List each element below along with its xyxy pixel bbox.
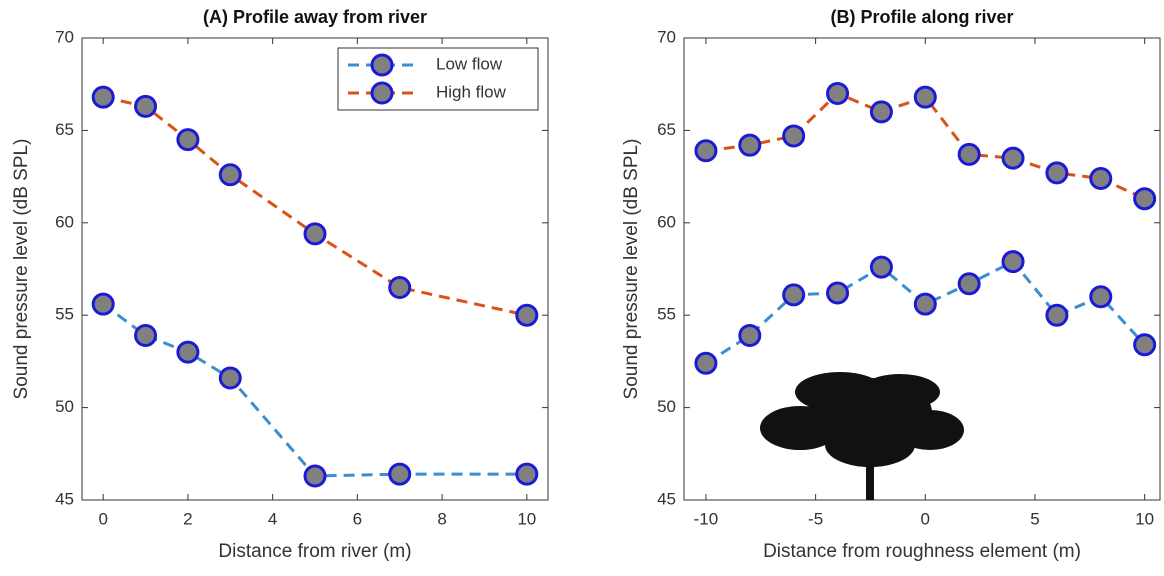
data-point — [738, 133, 762, 157]
legend-box — [337, 47, 539, 111]
legend: Low flow High flow — [337, 47, 539, 111]
plot-area — [81, 37, 549, 501]
data-point — [1089, 166, 1113, 190]
data-point — [1133, 187, 1157, 211]
y-tick-label: 60 — [657, 212, 676, 231]
y-tick-label: 60 — [55, 212, 74, 231]
x-tick-label: -10 — [694, 509, 719, 528]
data-point — [388, 462, 412, 486]
x-axis-label: Distance from roughness element (m) — [763, 541, 1081, 562]
data-point — [826, 81, 850, 105]
x-tick-label: 10 — [1135, 509, 1154, 528]
x-tick-label: 0 — [98, 509, 107, 528]
y-tick-label: 50 — [657, 397, 676, 416]
data-point — [303, 222, 327, 246]
data-point — [782, 124, 806, 148]
data-point — [218, 366, 242, 390]
x-tick-label: 4 — [268, 509, 277, 528]
y-tick-label: 70 — [55, 27, 74, 46]
y-tick-label: 55 — [657, 305, 676, 324]
y-tick-label: 50 — [55, 397, 74, 416]
data-point — [694, 351, 718, 375]
data-point — [1045, 161, 1069, 185]
data-point — [515, 462, 539, 486]
data-point — [913, 85, 937, 109]
x-tick-label: 2 — [183, 509, 192, 528]
x-axis-label: Distance from river (m) — [218, 541, 411, 562]
legend-marker — [370, 53, 394, 77]
x-tick-label: 8 — [437, 509, 446, 528]
series-line — [705, 91, 1146, 201]
data-point — [869, 255, 893, 279]
x-tick-label: -5 — [808, 509, 823, 528]
data-point — [957, 142, 981, 166]
x-tick-label: 5 — [1030, 509, 1039, 528]
x-tick-label: 10 — [517, 509, 536, 528]
data-point — [303, 464, 327, 488]
legend-label: Low flow — [436, 54, 503, 73]
x-tick-label: 6 — [353, 509, 362, 528]
x-tick-label: 0 — [921, 509, 930, 528]
data-point — [91, 85, 115, 109]
y-axis-label: Sound pressure level (dB SPL) — [11, 139, 32, 400]
data-point — [134, 324, 158, 348]
data-point — [913, 292, 937, 316]
data-point — [1089, 285, 1113, 309]
data-point — [1045, 303, 1069, 327]
data-point — [176, 340, 200, 364]
series-line — [102, 95, 528, 317]
y-tick-label: 70 — [657, 27, 676, 46]
series-line — [705, 259, 1146, 365]
y-tick-label: 45 — [657, 489, 676, 508]
data-point — [826, 281, 850, 305]
data-point — [134, 94, 158, 118]
data-point — [1001, 146, 1025, 170]
data-point — [388, 275, 412, 299]
legend-label: High flow — [436, 82, 507, 101]
data-point — [782, 283, 806, 307]
data-point — [869, 100, 893, 124]
legend-marker — [370, 81, 394, 105]
y-tick-label: 45 — [55, 489, 74, 508]
y-tick-label: 65 — [55, 120, 74, 139]
data-point — [957, 272, 981, 296]
data-point — [91, 292, 115, 316]
data-point — [738, 324, 762, 348]
y-tick-label: 55 — [55, 305, 74, 324]
tree-silhouette — [760, 372, 964, 500]
data-point — [1001, 250, 1025, 274]
chart-title: (A) Profile away from river — [203, 7, 427, 27]
series-line — [102, 302, 527, 478]
data-point — [515, 303, 539, 327]
data-point — [218, 163, 242, 187]
data-point — [694, 139, 718, 163]
data-point — [176, 128, 200, 152]
plot-area — [683, 37, 1161, 501]
y-tick-label: 65 — [657, 120, 676, 139]
data-point — [1133, 333, 1157, 357]
y-axis-label: Sound pressure level (dB SPL) — [621, 139, 642, 400]
chart-title: (B) Profile along river — [830, 7, 1013, 27]
